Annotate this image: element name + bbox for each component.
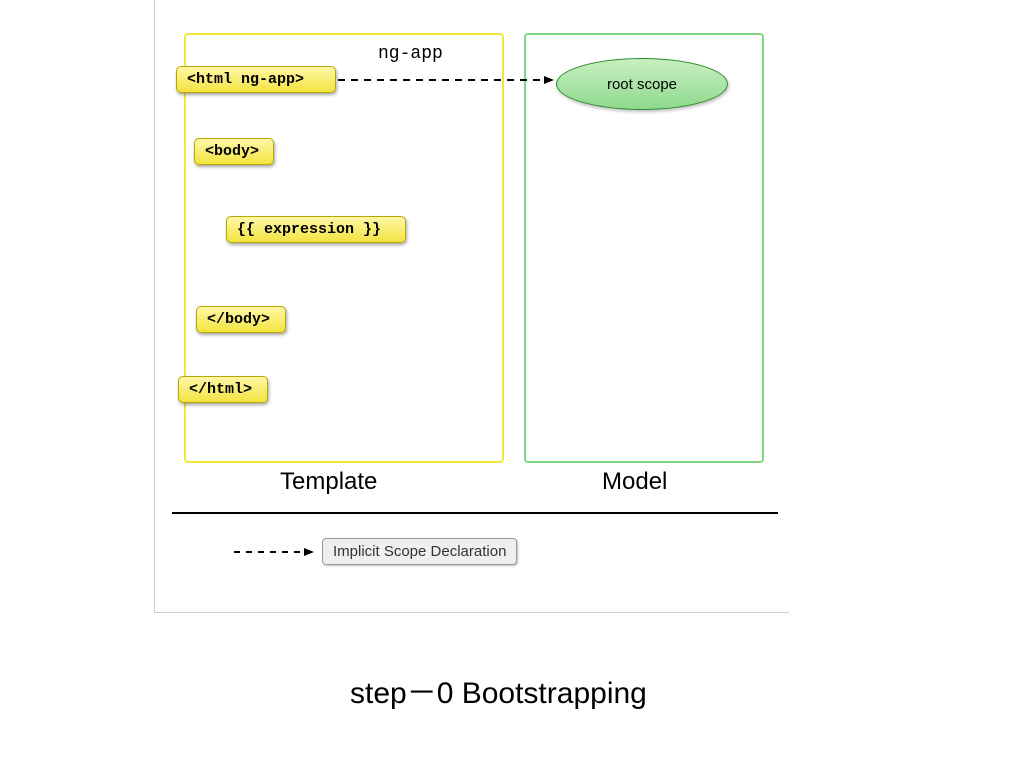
section-divider (172, 512, 778, 514)
code-box-html-open: <html ng-app> (176, 66, 336, 93)
code-box-body-close: </body> (196, 306, 286, 333)
legend-box: Implicit Scope Declaration (322, 538, 517, 565)
model-panel-label: Model (602, 468, 667, 496)
figure-caption: step－0 Bootstrapping (350, 668, 647, 712)
ng-app-arrow-label: ng-app (378, 44, 443, 64)
template-panel-label: Template (280, 468, 377, 496)
root-scope-label: root scope (607, 76, 677, 93)
root-scope-node: root scope (556, 58, 728, 110)
code-box-html-close: </html> (178, 376, 268, 403)
diagram-stage: <html ng-app> <body> {{ expression }} </bod… (0, 0, 1024, 768)
code-box-expression: {{ expression }} (226, 216, 406, 243)
code-box-body-open: <body> (194, 138, 274, 165)
legend-label: Implicit Scope Declaration (333, 543, 506, 560)
